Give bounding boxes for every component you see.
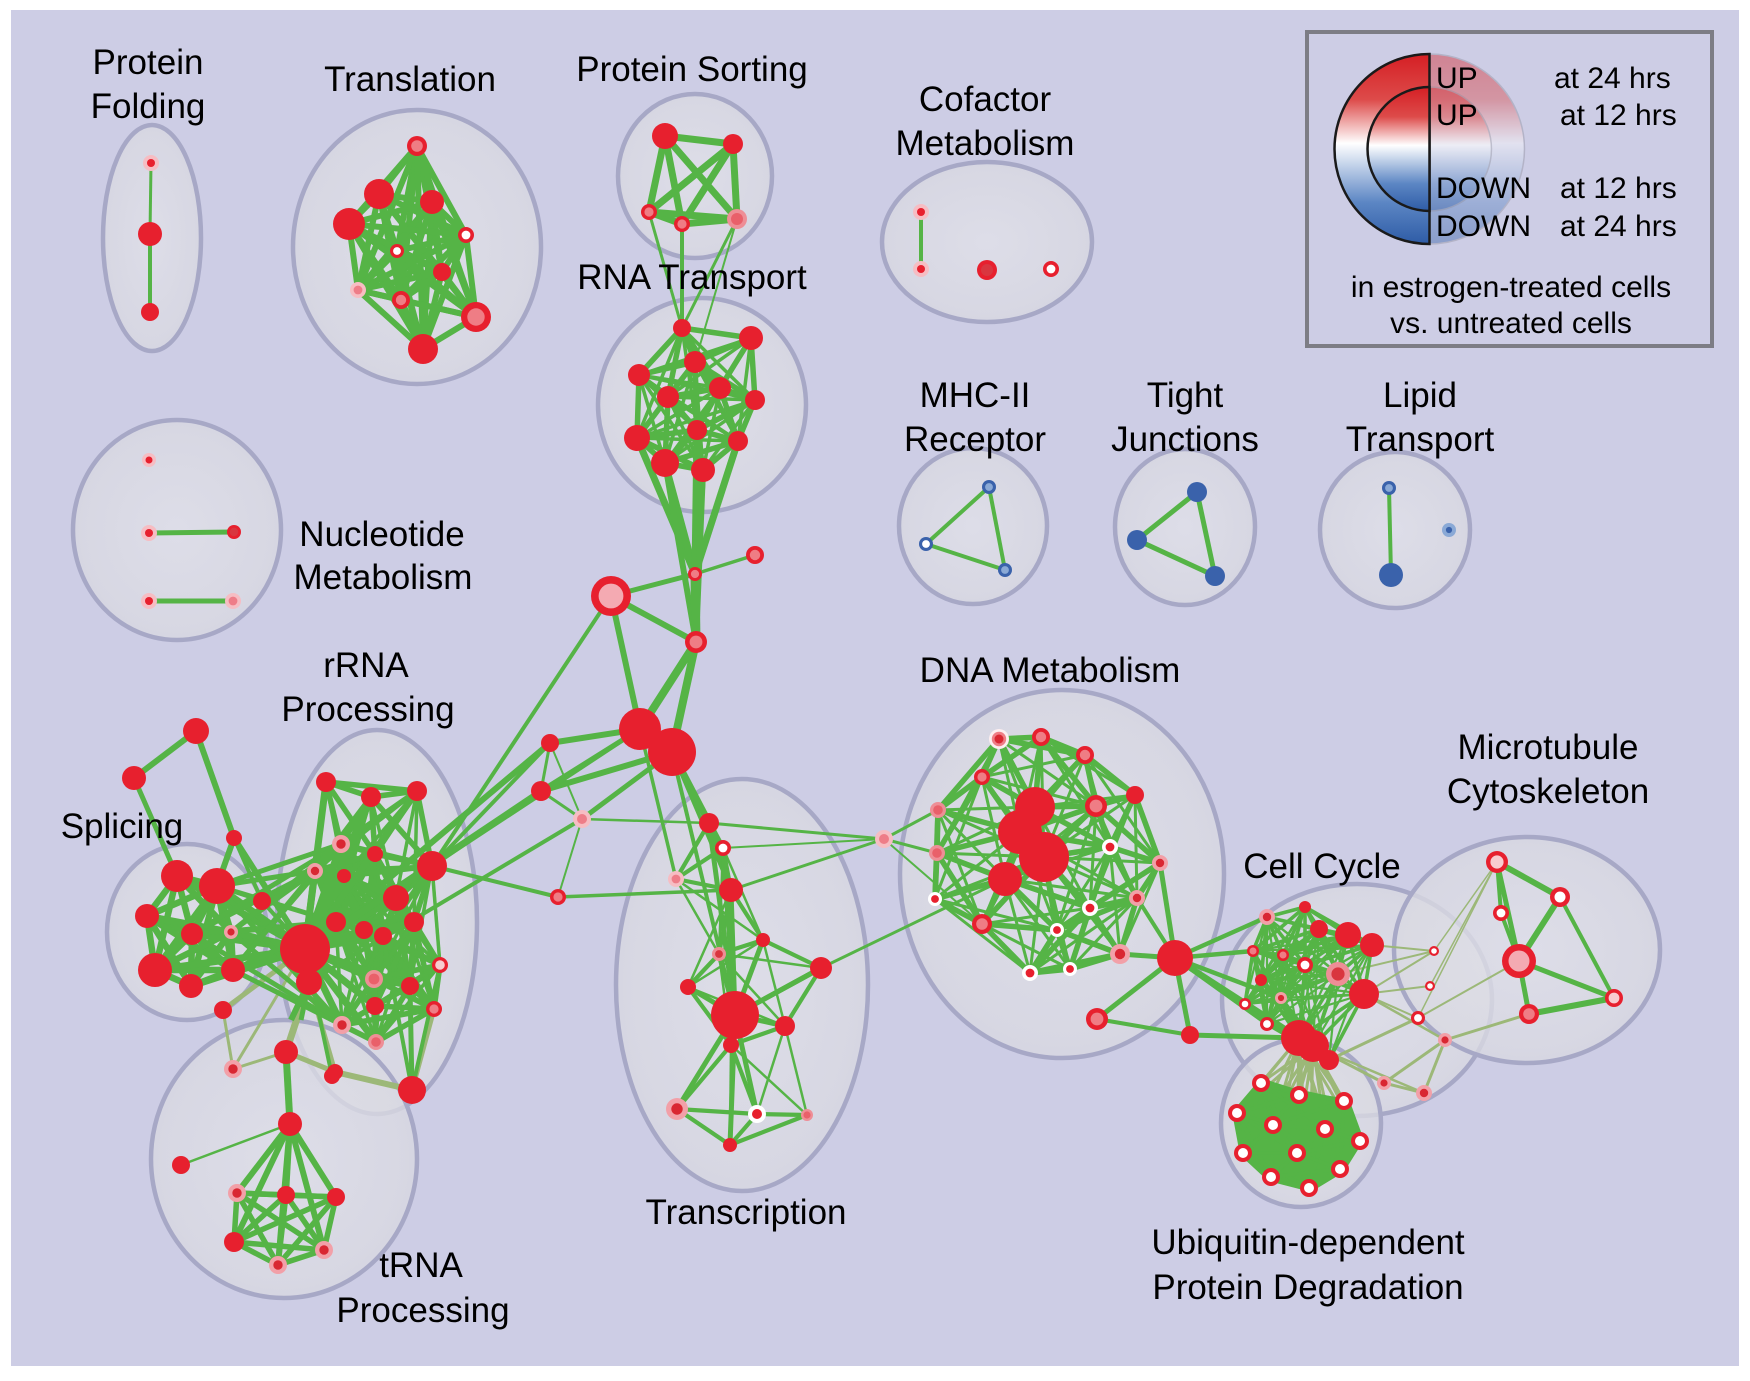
svg-text:Processing: Processing <box>336 1291 509 1330</box>
svg-text:Microtubule: Microtubule <box>1458 728 1639 767</box>
svg-text:at 12 hrs: at 12 hrs <box>1560 99 1677 132</box>
svg-text:in estrogen-treated cells: in estrogen-treated cells <box>1351 271 1671 304</box>
svg-text:tRNA: tRNA <box>379 1246 463 1285</box>
svg-text:UP: UP <box>1436 99 1478 132</box>
svg-text:Cytoskeleton: Cytoskeleton <box>1447 772 1649 811</box>
svg-text:Nucleotide: Nucleotide <box>299 515 464 554</box>
svg-text:at 24 hrs: at 24 hrs <box>1554 62 1671 95</box>
svg-text:Lipid: Lipid <box>1383 376 1457 415</box>
svg-text:at 12 hrs: at 12 hrs <box>1560 172 1677 205</box>
svg-text:Tight: Tight <box>1147 376 1224 415</box>
svg-text:Splicing: Splicing <box>61 807 184 846</box>
svg-text:rRNA: rRNA <box>323 646 409 685</box>
svg-text:Processing: Processing <box>281 690 454 729</box>
svg-text:Protein Degradation: Protein Degradation <box>1152 1268 1463 1307</box>
svg-text:Translation: Translation <box>324 60 496 99</box>
svg-text:Protein: Protein <box>93 43 204 82</box>
svg-text:DOWN: DOWN <box>1436 172 1531 205</box>
svg-text:Folding: Folding <box>91 87 206 126</box>
svg-text:Metabolism: Metabolism <box>294 558 473 597</box>
svg-text:DNA Metabolism: DNA Metabolism <box>920 651 1181 690</box>
svg-text:Junctions: Junctions <box>1111 420 1259 459</box>
svg-text:Transport: Transport <box>1346 420 1495 459</box>
svg-text:Cofactor: Cofactor <box>919 80 1052 119</box>
svg-text:MHC-II: MHC-II <box>920 376 1031 415</box>
svg-text:RNA Transport: RNA Transport <box>577 258 807 297</box>
svg-text:Transcription: Transcription <box>646 1193 847 1232</box>
svg-text:vs. untreated cells: vs. untreated cells <box>1390 307 1632 340</box>
svg-text:at 24 hrs: at 24 hrs <box>1560 210 1677 243</box>
svg-text:Metabolism: Metabolism <box>896 124 1075 163</box>
svg-text:Protein Sorting: Protein Sorting <box>576 50 808 89</box>
svg-text:Receptor: Receptor <box>904 420 1046 459</box>
svg-text:Ubiquitin-dependent: Ubiquitin-dependent <box>1151 1223 1465 1262</box>
svg-text:DOWN: DOWN <box>1436 210 1531 243</box>
svg-text:Cell Cycle: Cell Cycle <box>1243 847 1401 886</box>
svg-text:UP: UP <box>1436 62 1478 95</box>
